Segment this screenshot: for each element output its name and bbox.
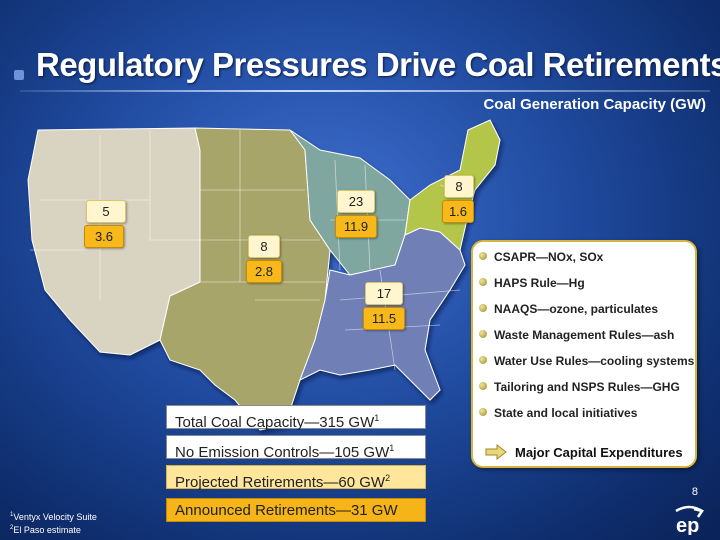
bullet-icon [479,330,487,338]
no-emission-controls-footnote-ref: 1 [389,443,395,453]
rule-item: Tailoring and NSPS Rules—GHG [479,380,680,394]
total-capacity-footnote-ref: 1 [374,413,380,423]
total-capacity-label: Total Coal Capacity [175,414,305,431]
rule-item: NAAQS—ozone, particulates [479,302,658,316]
footnote-1: 1Ventyx Velocity Suite [10,510,97,523]
announced-retirements-value: 31 GW [350,502,398,519]
projected-retirements-label: Projected Retirements [175,474,324,491]
title-bullet-icon [14,70,24,80]
rule-item-label: Water Use Rules—cooling systems [494,354,695,368]
region-announced-label: 11.5 [363,307,405,330]
capex-callout: Major Capital Expenditures [485,444,683,460]
region-announced-label: 1.6 [442,200,474,223]
rule-item-label: NAAQS—ozone, particulates [494,302,659,316]
footnotes: 1Ventyx Velocity Suite 2El Paso estimate [10,510,97,536]
bullet-icon [479,252,487,260]
rule-item: State and local initiatives [479,406,637,420]
capex-label: Major Capital Expenditures [515,445,683,460]
region-total-label: 8 [444,175,474,198]
region-total-label: 17 [365,282,403,305]
title-divider [20,90,710,92]
announced-retirements-label: Announced Retirements [175,502,336,519]
bullet-icon [479,408,487,416]
rule-item: Waste Management Rules—ash [479,328,674,342]
total-capacity-value: 315 GW [319,414,375,431]
rule-item: Water Use Rules—cooling systems [479,354,694,368]
rule-item-label: CSAPR—NOx, SOx [494,250,604,264]
slide-title: Regulatory Pressures Drive Coal Retireme… [36,46,720,83]
no-emission-controls-label: No Emission Controls [175,444,320,461]
arrow-right-icon [485,444,507,460]
footnote-text: Ventyx Velocity Suite [13,512,97,522]
projected-retirements-stat: Projected Retirements—60 GW2 [166,465,426,491]
region-total-label: 23 [337,190,375,213]
rule-item: HAPS Rule—Hg [479,276,585,290]
region-announced-label: 11.9 [335,215,377,238]
bullet-icon [479,356,487,364]
map-subtitle: Coal Generation Capacity (GW) [483,96,706,113]
total-capacity-stat: Total Coal Capacity—315 GW1 [166,405,426,431]
rule-item-label: HAPS Rule—Hg [494,276,585,290]
bullet-icon [479,382,487,390]
rule-item-label: Waste Management Rules—ash [494,328,675,342]
projected-retirements-footnote-ref: 2 [385,473,391,483]
region-announced-label: 2.8 [246,260,282,283]
company-logo: ep [675,505,705,535]
region-total-label: 5 [86,200,126,223]
no-emission-controls-stat: No Emission Controls—105 GW1 [166,435,426,461]
regulations-box: CSAPR—NOx, SOx HAPS Rule—Hg NAAQS—ozone,… [471,240,697,468]
projected-retirements-value: 60 GW [338,474,386,491]
page-number: 8 [691,486,698,498]
footnote-2: 2El Paso estimate [10,523,97,536]
rule-item-label: State and local initiatives [494,406,638,420]
bullet-icon [479,304,487,312]
footnote-marker: 2 [10,525,14,531]
bullet-icon [479,278,487,286]
logo-text: ep [676,515,699,535]
footnote-text: El Paso estimate [13,525,81,535]
footnote-marker: 1 [10,512,14,518]
rule-item: CSAPR—NOx, SOx [479,250,603,264]
rule-item-label: Tailoring and NSPS Rules—GHG [494,380,680,394]
region-total-label: 8 [248,235,280,258]
announced-retirements-stat: Announced Retirements—31 GW [166,498,426,522]
no-emission-controls-value: 105 GW [334,444,390,461]
region-announced-label: 3.6 [84,225,124,248]
